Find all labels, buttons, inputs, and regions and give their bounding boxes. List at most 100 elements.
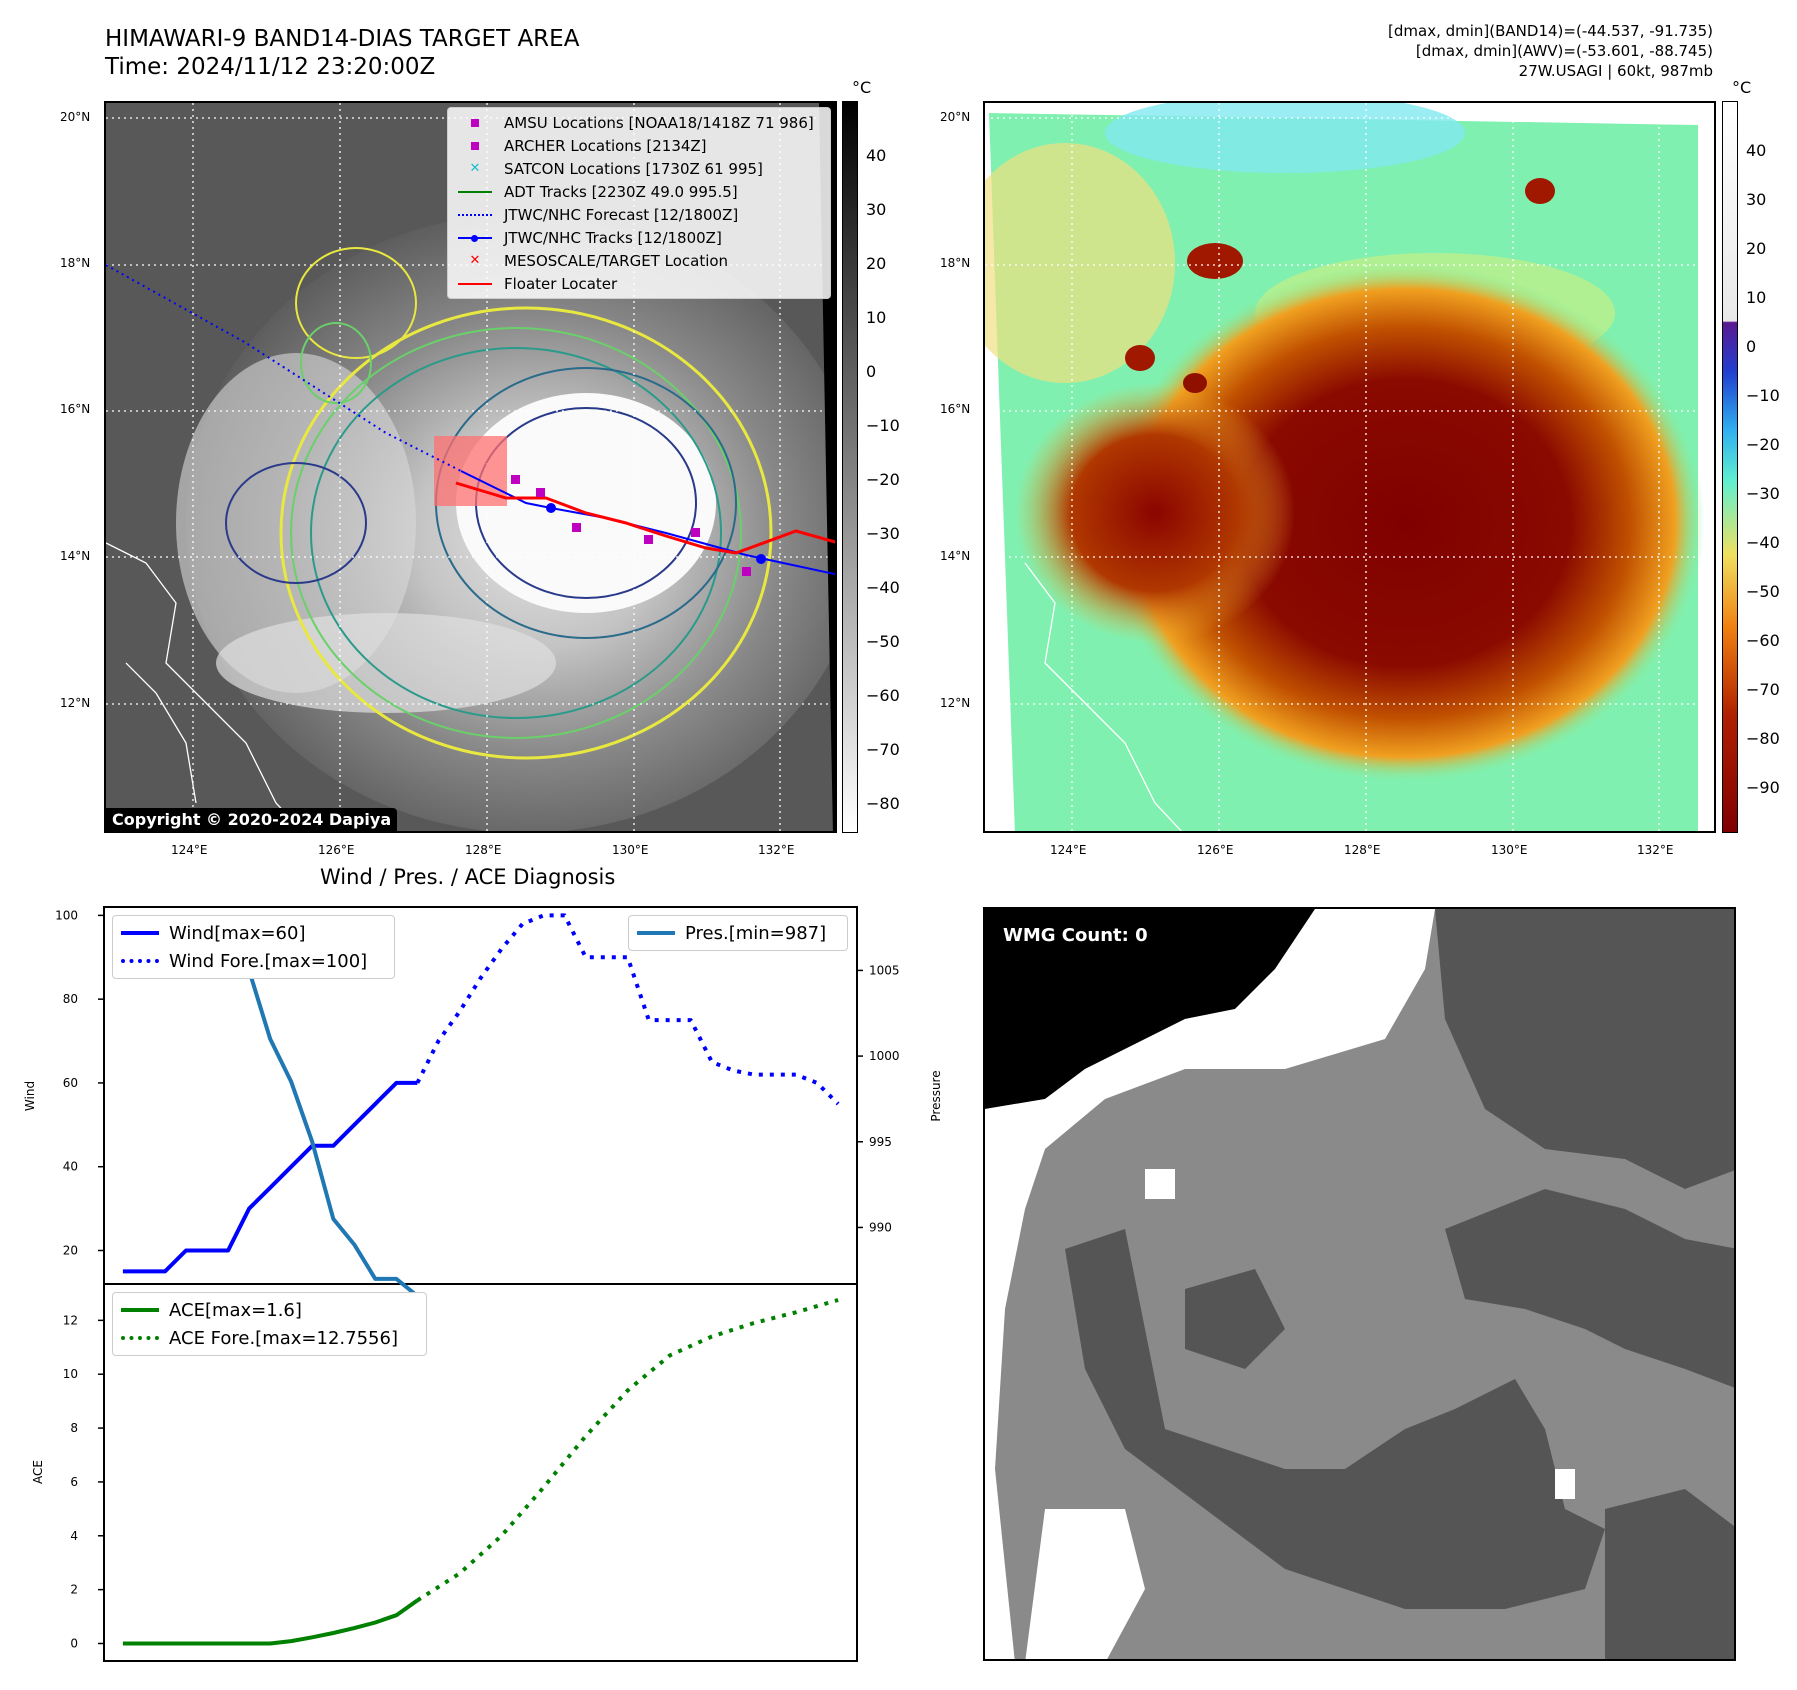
colorbar-tick: 20 <box>866 254 887 273</box>
pressure-legend: Pres.[min=987] <box>628 915 848 951</box>
lat-label: 16°N <box>940 402 971 416</box>
dotted-line-icon <box>121 959 159 963</box>
colorbar-tick: −10 <box>866 416 900 435</box>
y-tick-label: 40 <box>63 1160 78 1174</box>
copyright: Copyright © 2020-2024 Dapiya <box>106 808 398 831</box>
y-tick-label: 12 <box>63 1313 78 1327</box>
y-tick-label: 8 <box>70 1421 78 1435</box>
legend-label: JTWC/NHC Tracks [12/1800Z] <box>504 228 722 247</box>
colorbar-tick: −30 <box>866 524 900 543</box>
lon-label: 126°E <box>318 843 355 857</box>
diagnosis-title: Wind / Pres. / ACE Diagnosis <box>320 865 616 889</box>
y-right-tick-label: 1000 <box>869 1049 900 1063</box>
band14-map-panel: AMSU Locations [NOAA18/1418Z 71 986] ARC… <box>104 101 837 833</box>
legend-label: SATCON Locations [1730Z 61 995] <box>504 159 763 178</box>
colorbar-tick: −60 <box>866 686 900 705</box>
colorbar-tick: 40 <box>1746 141 1767 160</box>
colorbar-tick: −70 <box>1746 680 1780 699</box>
lat-label: 12°N <box>940 696 971 710</box>
legend-label: Floater Locater <box>504 274 618 293</box>
y-tick-label: 0 <box>70 1636 78 1650</box>
dotted-line-icon <box>458 213 492 216</box>
y-right-tick-label: 1005 <box>869 963 900 977</box>
awv-map-image <box>985 103 1714 831</box>
legend-item: JTWC/NHC Forecast [12/1800Z] <box>454 203 824 226</box>
y-right-tick-label: 990 <box>869 1220 892 1234</box>
x-marker-icon: ✕ <box>469 161 481 176</box>
colorbar-tick: −80 <box>1746 729 1780 748</box>
legend-label: ADT Tracks [2230Z 49.0 995.5] <box>504 182 738 201</box>
awv-map-panel <box>983 101 1716 833</box>
legend-label: Pres.[min=987] <box>685 922 827 944</box>
dotted-line-icon <box>121 1336 159 1340</box>
lat-label: 20°N <box>940 110 971 124</box>
ace-plot: 0 2 4 6 8 10 12 <box>63 1298 839 1650</box>
colorbar-tick: 30 <box>866 200 887 219</box>
wind-pressure-plot: 20 40 60 80 100 990 995 1000 1005 <box>55 908 900 1298</box>
lat-label: 12°N <box>60 696 91 710</box>
colorbar-tick: −80 <box>866 794 900 813</box>
colorbar-right-unit: °C <box>1732 78 1752 97</box>
map-legend: AMSU Locations [NOAA18/1418Z 71 986] ARC… <box>447 107 831 299</box>
colorbar-tick: 40 <box>866 146 887 165</box>
square-marker-icon <box>471 141 479 150</box>
y-tick-label: 4 <box>70 1529 78 1543</box>
lon-label: 126°E <box>1197 843 1234 857</box>
line-icon <box>121 931 159 935</box>
colorbar-tick: 20 <box>1746 239 1767 258</box>
lon-label: 130°E <box>612 843 649 857</box>
y-tick-label: 2 <box>70 1583 78 1597</box>
pressure-axis-label: Pressure <box>929 1070 943 1121</box>
y-tick-label: 20 <box>63 1243 78 1257</box>
wmg-image <box>985 909 1734 1659</box>
colorbar-tick: −40 <box>866 578 900 597</box>
legend-label: JTWC/NHC Forecast [12/1800Z] <box>504 205 739 224</box>
y-tick-label: 60 <box>63 1076 78 1090</box>
colorbar-tick: 0 <box>866 362 877 381</box>
series-line-1 <box>415 913 840 1106</box>
legend-label: Wind[max=60] <box>169 922 306 944</box>
legend-label: ACE Fore.[max=12.7556] <box>169 1327 398 1349</box>
wmg-panel: WMG Count: 0 <box>983 907 1736 1661</box>
line-icon <box>637 931 675 935</box>
legend-item: Floater Locater <box>454 272 824 295</box>
series-line-1 <box>416 1298 839 1603</box>
lon-label: 132°E <box>1637 843 1674 857</box>
legend-item: AMSU Locations [NOAA18/1418Z 71 986] <box>454 111 824 134</box>
legend-label: ARCHER Locations [2134Z] <box>504 136 707 155</box>
colorbar-tick: −10 <box>1746 386 1780 405</box>
legend-item: Wind Fore.[max=100] <box>119 947 388 975</box>
legend-item: ✕ SATCON Locations [1730Z 61 995] <box>454 157 824 180</box>
legend-item: ✕ MESOSCALE/TARGET Location <box>454 249 824 272</box>
colorbar-tick: −20 <box>866 470 900 489</box>
legend-item: JTWC/NHC Tracks [12/1800Z] <box>454 226 824 249</box>
colorbar-left-unit: °C <box>852 78 872 97</box>
lon-label: 128°E <box>465 843 502 857</box>
series-line-0 <box>122 1080 418 1274</box>
y-right-tick-label: 995 <box>869 1135 892 1149</box>
line-icon <box>458 190 492 193</box>
lat-label: 16°N <box>60 402 91 416</box>
lat-label: 18°N <box>940 256 971 270</box>
lat-label: 20°N <box>60 110 91 124</box>
lat-label: 14°N <box>940 549 971 563</box>
time-label: Time: 2024/11/12 23:20:00Z <box>105 54 436 80</box>
colorbar-tick: 10 <box>1746 288 1767 307</box>
x-marker-icon: ✕ <box>469 253 481 268</box>
y-tick-label: 10 <box>63 1367 78 1381</box>
legend-label: MESOSCALE/TARGET Location <box>504 251 729 270</box>
wind-axis-label: Wind <box>23 1081 37 1111</box>
y-tick-label: 80 <box>63 992 78 1006</box>
legend-item: ARCHER Locations [2134Z] <box>454 134 824 157</box>
page-title: HIMAWARI-9 BAND14-DIAS TARGET AREA <box>105 26 580 52</box>
ace-axis-label: ACE <box>31 1460 45 1484</box>
colorbar-tick: −60 <box>1746 631 1780 650</box>
legend-label: AMSU Locations [NOAA18/1418Z 71 986] <box>504 113 814 132</box>
colorbar-tick: −50 <box>866 632 900 651</box>
dmax-awv: [dmax, dmin](AWV)=(-53.601, -88.745) <box>1415 42 1713 60</box>
series-line-0 <box>122 1598 419 1646</box>
legend-label: Wind Fore.[max=100] <box>169 950 368 972</box>
lon-label: 124°E <box>1050 843 1087 857</box>
lat-label: 14°N <box>60 549 91 563</box>
wind-legend: Wind[max=60] Wind Fore.[max=100] <box>112 915 395 979</box>
